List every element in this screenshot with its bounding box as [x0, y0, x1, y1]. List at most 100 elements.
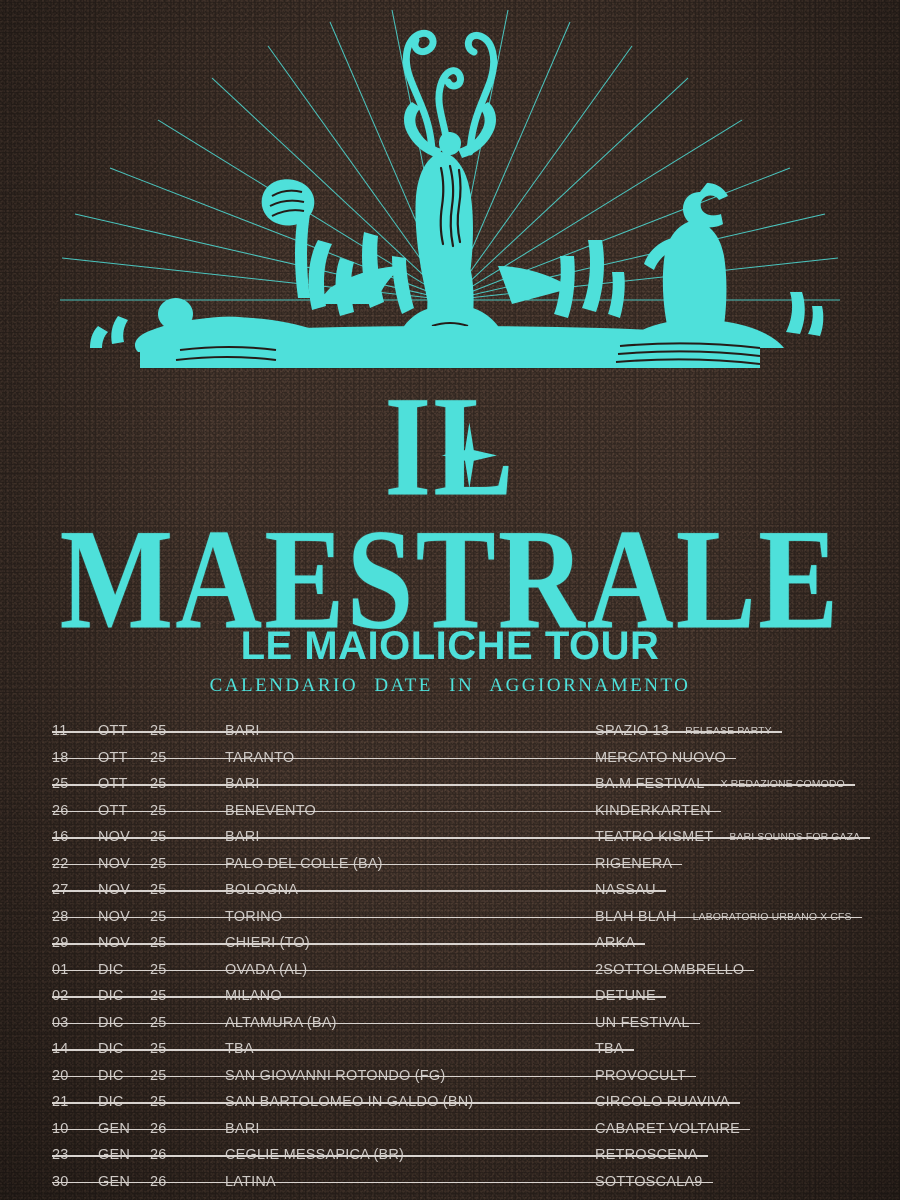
tour-date-row: 10 GEN 26 BARI CABARET VOLTAIRE	[52, 1116, 852, 1143]
poster-artwork	[0, 0, 900, 375]
date-month: NOV	[98, 935, 131, 952]
date-month: DIC	[98, 988, 124, 1005]
date-day: 11	[52, 723, 68, 740]
date-year: 26	[150, 1147, 167, 1164]
date-year: 25	[150, 935, 167, 952]
date-venue: 2SOTTOLOMBRELLO	[595, 961, 745, 978]
date-day: 29	[52, 935, 69, 952]
date-month: DIC	[98, 1094, 124, 1111]
date-day: 21	[52, 1094, 69, 1111]
date-city: BARI	[225, 1120, 260, 1137]
date-year: 25	[150, 749, 167, 766]
date-year: 25	[150, 855, 167, 872]
date-month: GEN	[98, 1173, 131, 1190]
tour-date-row: 16 NOV 25 BARI TEATRO KISMET BARI SOUNDS FOR …	[52, 824, 870, 851]
date-day: 03	[52, 1014, 69, 1031]
date-venue: BLAH BLAH	[595, 908, 677, 925]
date-year: 25	[150, 723, 167, 740]
date-venue: RETROSCENA	[595, 1147, 698, 1164]
date-venue: CABARET VOLTAIRE	[595, 1120, 741, 1137]
date-venue: BA.M FESTIVAL	[595, 776, 705, 793]
tour-date-row: 21 DIC 25 SAN BARTOLOMEO IN GALDO (BN) CIRCO…	[52, 1089, 852, 1116]
date-venue: TBA	[595, 1041, 624, 1058]
date-month: NOV	[98, 908, 131, 925]
date-month: DIC	[98, 1041, 124, 1058]
date-city: CHIERI (TO)	[225, 935, 310, 952]
date-venue: KINDERKARTEN	[595, 802, 711, 819]
date-venue: SOTTOSCALA9	[595, 1173, 703, 1190]
date-venue: NASSAU	[595, 882, 656, 899]
title-block: IL MAESTRALE LE MAIOLICHE TOUR CALENDARI…	[0, 374, 900, 697]
date-month: DIC	[98, 1067, 124, 1084]
date-day: 10	[52, 1120, 69, 1137]
date-venue: TEATRO KISMET	[595, 829, 714, 846]
date-month: GEN	[98, 1147, 131, 1164]
date-year: 25	[150, 882, 167, 899]
tour-date-row: 02 DIC 25 MILANO DETUNE	[52, 983, 852, 1010]
date-city: OVADA (AL)	[225, 961, 308, 978]
date-venue: UN FESTIVAL	[595, 1014, 690, 1031]
date-month: NOV	[98, 829, 131, 846]
date-year: 25	[150, 961, 167, 978]
tour-date-row: 01 DIC 25 OVADA (AL) 2SOTTOLOMBRELLO	[52, 957, 852, 984]
date-day: 26	[52, 802, 69, 819]
tour-date-row: 30 GEN 26 LATINA SOTTOSCALA9	[52, 1169, 852, 1196]
date-city: BARI	[225, 829, 260, 846]
page-title: IL MAESTRALE	[0, 374, 900, 650]
date-city: MILANO	[225, 988, 282, 1005]
date-year: 25	[150, 802, 167, 819]
date-year: 26	[150, 1173, 167, 1190]
date-city: PALO DEL COLLE (BA)	[225, 855, 383, 872]
date-month: NOV	[98, 882, 131, 899]
date-year: 25	[150, 1014, 167, 1031]
date-note: BARI SOUNDS FOR GAZA	[729, 831, 861, 844]
date-venue: SPAZIO 13	[595, 723, 670, 740]
date-day: 14	[52, 1041, 69, 1058]
calendar-status-note: CALENDARIO DATE IN AGGIORNAMENTO	[209, 675, 691, 697]
date-city: TORINO	[225, 908, 283, 925]
tour-date-row: 29 NOV 25 CHIERI (TO) ARKA	[52, 930, 852, 957]
tour-date-row: 25 OTT 25 BARI BA.M FESTIVAL X REDAZIONE COMO…	[52, 771, 855, 798]
date-day: 20	[52, 1067, 69, 1084]
date-month: OTT	[98, 776, 128, 793]
date-day: 02	[52, 988, 69, 1005]
date-month: GEN	[98, 1120, 131, 1137]
tour-date-row: 14 DIC 25 TBA TBA	[52, 1036, 852, 1063]
main-title-text: IL MAESTRALE	[59, 366, 841, 659]
date-city: BOLOGNA	[225, 882, 299, 899]
tour-date-row: 23 GEN 26 CEGLIE MESSAPICA (BR) RETROSCENA	[52, 1142, 852, 1169]
date-note: LABORATORIO URBANO X CFS	[692, 910, 852, 923]
date-month: DIC	[98, 961, 124, 978]
tour-date-row: 26 OTT 25 BENEVENTO KINDERKARTEN	[52, 798, 852, 825]
date-day: 22	[52, 855, 69, 872]
date-day: 23	[52, 1147, 69, 1164]
date-city: ALTAMURA (BA)	[225, 1014, 337, 1031]
date-day: 25	[52, 776, 69, 793]
date-venue: CIRCOLO RUAVIVA	[595, 1094, 730, 1111]
date-city: LATINA	[225, 1173, 276, 1190]
date-year: 25	[150, 1094, 167, 1111]
date-year: 26	[150, 1120, 167, 1137]
tour-date-row: 22 NOV 25 PALO DEL COLLE (BA) RIGENERA	[52, 851, 852, 878]
date-venue: MERCATO NUOVO	[595, 749, 726, 766]
date-day: 16	[52, 829, 69, 846]
date-year: 25	[150, 908, 167, 925]
tour-date-row: 27 NOV 25 BOLOGNA NASSAU	[52, 877, 852, 904]
tour-date-row: 18 OTT 25 TARANTO MERCATO NUOVO	[52, 745, 852, 772]
date-day: 01	[52, 961, 69, 978]
date-month: DIC	[98, 1014, 124, 1031]
date-month: OTT	[98, 802, 128, 819]
date-day: 27	[52, 882, 69, 899]
tour-date-row: 20 DIC 25 SAN GIOVANNI ROTONDO (FG) PROVOCUL…	[52, 1063, 852, 1090]
figure-group	[90, 29, 824, 368]
date-venue: DETUNE	[595, 988, 656, 1005]
date-city: BENEVENTO	[225, 802, 316, 819]
date-year: 25	[150, 1041, 167, 1058]
date-year: 25	[150, 1067, 167, 1084]
date-city: BARI	[225, 776, 260, 793]
date-month: NOV	[98, 855, 131, 872]
date-city: BARI	[225, 723, 260, 740]
date-month: OTT	[98, 723, 128, 740]
date-day: 30	[52, 1173, 69, 1190]
